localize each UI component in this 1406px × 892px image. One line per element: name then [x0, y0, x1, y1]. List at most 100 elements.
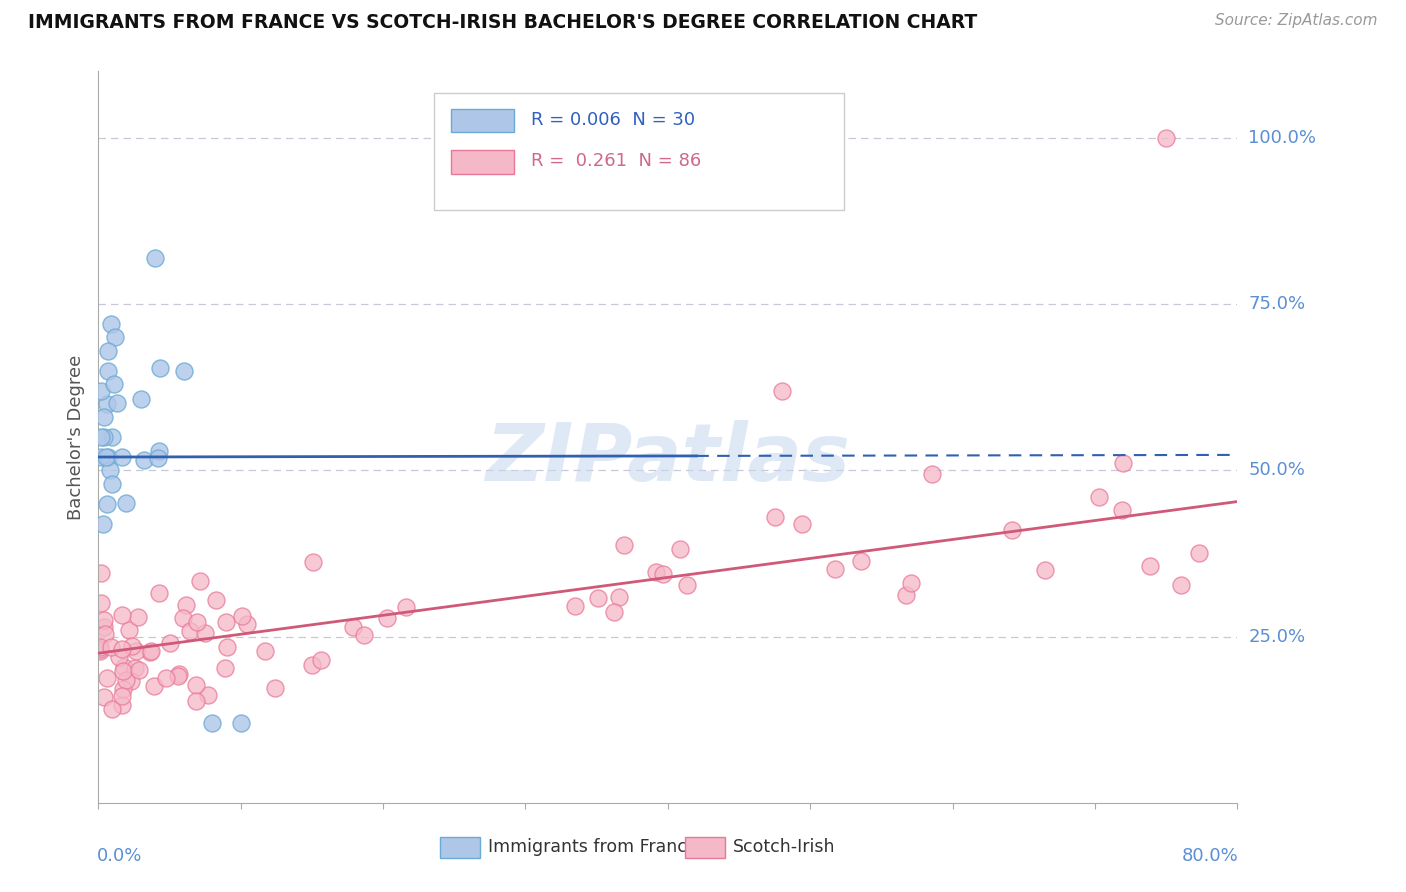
- Point: [1139, 559, 1161, 574]
- Point: [110, 689, 132, 703]
- Point: [1112, 456, 1135, 470]
- Point: [93, 410, 115, 425]
- Point: [93, 613, 115, 627]
- Text: R = 0.006  N = 30: R = 0.006 N = 30: [531, 112, 696, 129]
- Point: [89, 644, 111, 658]
- Point: [89, 640, 111, 655]
- Point: [148, 586, 170, 600]
- Y-axis label: Bachelor's Degree: Bachelor's Degree: [66, 354, 84, 520]
- Point: [214, 661, 236, 675]
- Point: [900, 575, 922, 590]
- Point: [921, 467, 943, 482]
- Point: [301, 555, 323, 569]
- Point: [375, 611, 398, 625]
- Point: [1001, 524, 1024, 538]
- Point: [264, 681, 287, 695]
- Point: [121, 639, 143, 653]
- FancyBboxPatch shape: [685, 838, 725, 858]
- Point: [112, 664, 135, 678]
- Point: [129, 392, 152, 406]
- Point: [231, 609, 253, 624]
- Point: [93, 430, 115, 444]
- Point: [353, 628, 375, 642]
- Point: [96, 671, 118, 685]
- Point: [124, 661, 146, 675]
- Point: [97, 450, 120, 464]
- Text: IMMIGRANTS FROM FRANCE VS SCOTCH-IRISH BACHELOR'S DEGREE CORRELATION CHART: IMMIGRANTS FROM FRANCE VS SCOTCH-IRISH B…: [28, 13, 977, 32]
- Point: [91, 516, 114, 531]
- Text: 0.0%: 0.0%: [97, 847, 142, 864]
- Point: [179, 624, 201, 639]
- Point: [100, 317, 122, 331]
- Text: 75.0%: 75.0%: [1249, 295, 1306, 313]
- Point: [149, 361, 172, 376]
- Text: Source: ZipAtlas.com: Source: ZipAtlas.com: [1215, 13, 1378, 29]
- Point: [96, 397, 118, 411]
- Point: [90, 384, 112, 398]
- Point: [159, 636, 181, 650]
- Text: 80.0%: 80.0%: [1181, 847, 1239, 864]
- Point: [184, 694, 207, 708]
- FancyBboxPatch shape: [440, 838, 479, 858]
- Point: [613, 538, 636, 552]
- Point: [204, 593, 226, 607]
- Point: [89, 642, 111, 657]
- Point: [104, 330, 127, 344]
- FancyBboxPatch shape: [451, 109, 515, 132]
- Point: [112, 660, 135, 674]
- Point: [118, 623, 141, 637]
- Point: [167, 667, 190, 681]
- Point: [148, 451, 170, 466]
- Point: [90, 596, 112, 610]
- Point: [148, 444, 170, 458]
- Point: [607, 590, 630, 604]
- Text: Scotch-Irish: Scotch-Irish: [733, 838, 835, 856]
- Point: [894, 588, 917, 602]
- Point: [792, 516, 814, 531]
- Point: [100, 640, 122, 654]
- Text: Immigrants from France: Immigrants from France: [488, 838, 697, 856]
- Point: [111, 641, 134, 656]
- Text: 25.0%: 25.0%: [1249, 628, 1306, 646]
- Point: [145, 251, 167, 265]
- Point: [173, 363, 195, 377]
- Point: [125, 644, 148, 658]
- Point: [676, 578, 699, 592]
- Point: [97, 343, 120, 358]
- Point: [184, 678, 207, 692]
- Point: [186, 615, 208, 629]
- Point: [236, 617, 259, 632]
- Point: [139, 644, 162, 658]
- Point: [132, 453, 155, 467]
- Point: [93, 690, 115, 704]
- Point: [253, 643, 276, 657]
- Text: ZIPatlas: ZIPatlas: [485, 420, 851, 498]
- Point: [564, 599, 586, 613]
- Point: [229, 716, 252, 731]
- Point: [103, 376, 125, 391]
- Point: [201, 716, 224, 731]
- Point: [128, 663, 150, 677]
- Point: [94, 450, 117, 464]
- Point: [763, 510, 786, 524]
- Point: [652, 566, 675, 581]
- Point: [342, 620, 364, 634]
- Point: [111, 450, 134, 465]
- Point: [1170, 578, 1192, 592]
- Point: [101, 430, 124, 444]
- Text: R =  0.261  N = 86: R = 0.261 N = 86: [531, 153, 702, 170]
- Point: [1111, 503, 1133, 517]
- Point: [90, 450, 112, 464]
- Point: [96, 497, 118, 511]
- Point: [1033, 563, 1056, 577]
- Point: [94, 626, 117, 640]
- Point: [115, 673, 138, 687]
- FancyBboxPatch shape: [451, 151, 515, 174]
- Point: [120, 673, 142, 688]
- Point: [90, 430, 112, 444]
- Point: [101, 702, 124, 716]
- Point: [669, 541, 692, 556]
- Point: [139, 645, 162, 659]
- Point: [115, 496, 138, 510]
- Point: [215, 640, 238, 654]
